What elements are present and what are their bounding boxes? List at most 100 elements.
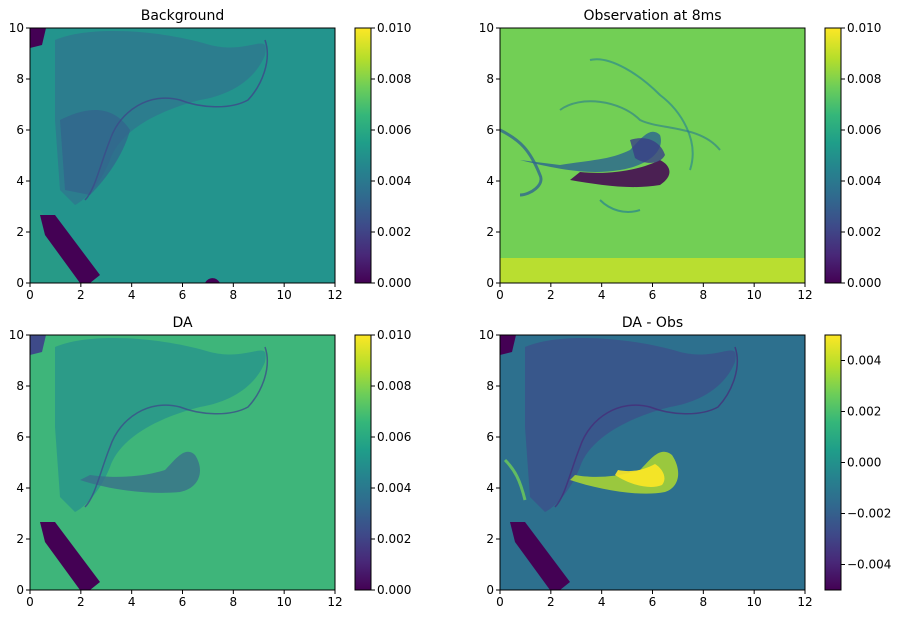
heatmap-low-region [55,337,266,512]
heatmap-edge-dark-1 [510,522,570,590]
panel-title: DA [172,315,193,331]
y-tick-label: 10 [9,21,24,35]
panel-da-minus-obs: DA - Obs 0 2 4 6 8 10 12 0 2 4 6 8 10 −0.004 −0.002 0… [479,315,892,609]
heatmap-high-core [615,464,665,487]
x-tick-label: 12 [327,595,342,609]
y-tick-label: 0 [16,583,24,597]
x-tick-label: 10 [277,595,292,609]
heatmap-bottom-band [500,258,805,283]
panel-title: Background [141,8,225,24]
y-tick-label: 4 [486,174,494,188]
y-tick-label: 0 [486,276,494,290]
x-axis: 0 2 4 6 8 10 12 [26,590,343,609]
colorbar-tick-label: 0.006 [377,123,411,137]
colorbar-tick-label: 0.002 [377,225,411,239]
colorbar-gradient [354,334,372,591]
colorbar: −0.004 −0.002 0.000 0.002 0.004 [824,334,891,591]
heatmap-swirl-1 [589,58,694,171]
x-axis: 0 2 4 6 8 10 12 [26,283,343,302]
colorbar-tick-label: 0.000 [377,583,411,597]
heatmap-field [500,28,805,283]
x-tick-label: 0 [496,288,504,302]
y-tick-label: 2 [16,532,24,546]
heatmap-mid-region [60,110,130,195]
colorbar: 0.000 0.002 0.004 0.006 0.008 0.010 [354,328,411,597]
colorbar-gradient [354,27,372,284]
y-tick-label: 0 [486,583,494,597]
heatmap-swirl-3 [500,128,543,197]
x-axis: 0 2 4 6 8 10 12 [496,283,813,302]
y-tick-label: 8 [486,379,494,393]
heatmap-edge-dark-1 [40,215,100,283]
y-tick-label: 8 [16,379,24,393]
heatmap-front-line [554,346,739,508]
y-axis: 0 2 4 6 8 10 [9,328,30,597]
colorbar-tick-label: −0.004 [847,558,891,572]
y-tick-label: 6 [16,430,24,444]
heatmap-plume [80,451,200,493]
colorbar-tick-label: 0.010 [377,328,411,342]
heatmap-swirl-4 [599,199,641,213]
y-tick-label: 0 [16,276,24,290]
colorbar-gradient [824,27,842,284]
x-tick-label: 10 [747,288,762,302]
y-tick-label: 4 [16,481,24,495]
colorbar-tick-label: 0.002 [847,225,881,239]
y-tick-label: 2 [16,225,24,239]
x-tick-label: 8 [230,288,238,302]
colorbar-tick-label: 0.010 [847,21,881,35]
heatmap-field [500,335,805,590]
x-tick-label: 10 [277,288,292,302]
heatmap-swirl-2 [559,100,721,151]
colorbar-tick-label: 0.008 [847,72,881,86]
y-tick-label: 8 [16,72,24,86]
heatmap-front-line [84,39,269,201]
panel-title: Observation at 8ms [583,8,721,24]
x-tick-label: 4 [598,288,606,302]
colorbar-tick-label: 0.004 [377,481,411,495]
colorbar: 0.000 0.002 0.004 0.006 0.008 0.010 [824,21,881,290]
x-tick-label: 8 [230,595,238,609]
x-tick-label: 8 [700,288,708,302]
colorbar-tick-label: 0.002 [377,532,411,546]
heatmap-front-line [84,346,269,508]
x-tick-label: 6 [649,595,657,609]
panel-observation: Observation at 8ms 0 2 4 6 8 10 12 0 2 4 6 8 10 0.0… [479,8,882,302]
colorbar-tick-label: 0.000 [377,276,411,290]
x-tick-label: 0 [26,595,34,609]
y-tick-label: 8 [486,72,494,86]
y-tick-label: 10 [479,21,494,35]
y-axis: 0 2 4 6 8 10 [479,21,500,290]
x-tick-label: 6 [179,595,187,609]
heatmap-edge-dark-1 [40,522,100,590]
y-tick-label: 4 [486,481,494,495]
x-tick-label: 2 [77,288,85,302]
colorbar-tick-label: 0.008 [377,379,411,393]
x-tick-label: 4 [598,595,606,609]
y-tick-label: 10 [479,328,494,342]
x-tick-label: 10 [747,595,762,609]
heatmap-field [30,335,335,590]
heatmap-edge-dark-2 [30,28,46,48]
colorbar-tick-label: 0.004 [377,174,411,188]
x-axis: 0 2 4 6 8 10 12 [496,590,813,609]
x-tick-label: 0 [26,288,34,302]
colorbar-tick-label: 0.004 [847,354,881,368]
colorbar-tick-label: 0.010 [377,21,411,35]
y-tick-label: 6 [486,430,494,444]
colorbar-tick-label: 0.006 [847,123,881,137]
heatmap-edge-dark-3 [205,278,220,283]
x-tick-label: 2 [77,595,85,609]
x-tick-label: 6 [179,288,187,302]
heatmap-left-streaks [503,458,527,501]
colorbar-tick-label: 0.008 [377,72,411,86]
x-tick-label: 12 [327,288,342,302]
heatmap-plume-core [570,160,670,188]
colorbar: 0.000 0.002 0.004 0.006 0.008 0.010 [354,21,411,290]
heatmap-field [30,28,335,283]
y-axis: 0 2 4 6 8 10 [479,328,500,597]
x-tick-label: 2 [547,288,555,302]
